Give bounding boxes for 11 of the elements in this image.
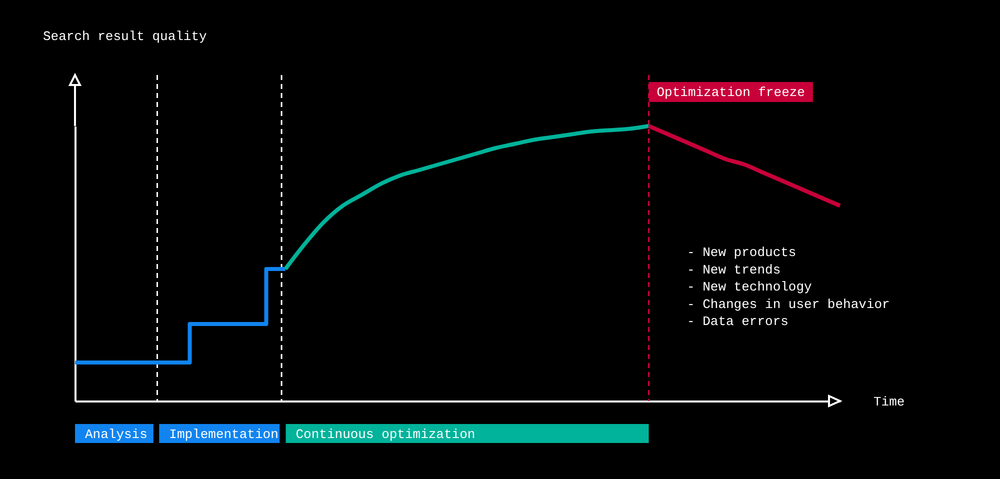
- annotation: - New trends: [687, 262, 781, 278]
- text: Optimization freeze: [656, 85, 805, 100]
- annotation: - Data errors: [687, 314, 788, 330]
- text: Analysis: [85, 427, 148, 442]
- annotation: - New technology: [687, 280, 812, 295]
- x-axis-title: Time: [874, 394, 905, 410]
- text: Search result quality: [43, 29, 208, 44]
- annotation: - Changes in user behavior: [687, 296, 890, 312]
- text: Continuous optimization: [296, 427, 476, 442]
- text: Implementation: [169, 427, 278, 442]
- annotation: - New products: [687, 245, 796, 260]
